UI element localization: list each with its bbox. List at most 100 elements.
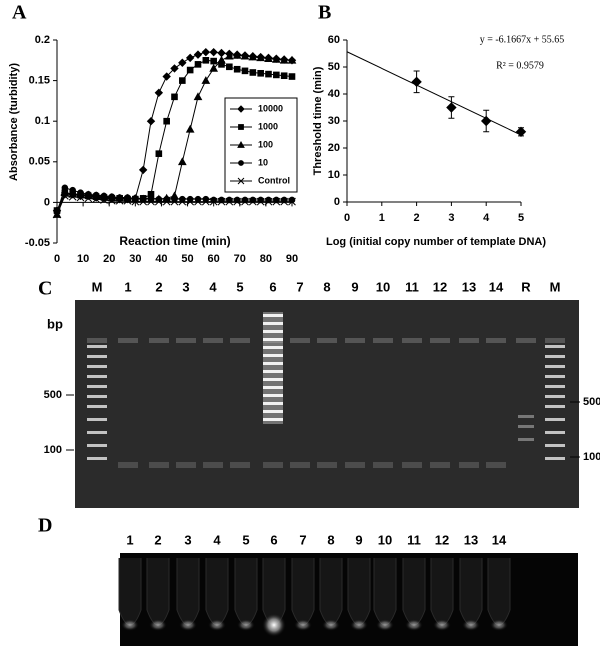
r-squared: R² = 0.9579: [496, 60, 544, 71]
well: [545, 338, 565, 343]
product-band: [263, 394, 283, 397]
primer-dimer: [290, 462, 310, 468]
size-marker: 500: [583, 396, 600, 408]
lane-label: 10: [376, 279, 390, 294]
point: [256, 53, 266, 62]
y-axis-title: Threshold time (min): [312, 66, 324, 175]
ladder-band: [87, 385, 107, 388]
point: [201, 47, 211, 57]
product-band: [263, 354, 283, 357]
product-band: [263, 418, 283, 421]
point: [256, 197, 265, 206]
point: [186, 66, 194, 74]
point: [155, 150, 163, 157]
point: [138, 165, 148, 175]
primer-dimer: [203, 462, 223, 468]
lane-label: 13: [462, 279, 476, 294]
point: [178, 58, 187, 67]
point: [224, 51, 234, 60]
tube: [459, 558, 483, 626]
x-tick-label: 4: [483, 212, 490, 224]
tube-glow: [121, 619, 139, 631]
lane-label: 8: [327, 532, 334, 547]
well: [203, 338, 223, 343]
point: [194, 61, 202, 68]
tube-glow: [490, 619, 508, 631]
tube-glow: [179, 619, 197, 631]
legend-label: Control: [258, 175, 290, 185]
tube: [146, 558, 170, 626]
ladder-band: [545, 457, 565, 460]
point: [92, 191, 100, 199]
x-tick-label: 80: [260, 253, 272, 265]
primer-dimer: [430, 462, 450, 468]
size-marker: 500: [44, 389, 62, 401]
point: [288, 73, 296, 80]
tube: [234, 558, 258, 626]
well: [486, 338, 506, 343]
point: [257, 69, 264, 77]
lane-label: 3: [184, 532, 191, 547]
ladder-band: [545, 431, 565, 434]
y-tick-label: 0: [334, 196, 340, 208]
panel-label: B: [318, 2, 331, 24]
ladder-band: [545, 444, 565, 447]
tube-glow: [262, 613, 286, 637]
ladder-band: [545, 405, 565, 408]
point: [84, 194, 93, 203]
lane-label: 2: [155, 279, 162, 294]
well: [118, 338, 138, 343]
point: [515, 126, 527, 138]
lane-label: 7: [296, 279, 303, 294]
point: [85, 190, 92, 198]
tube: [176, 558, 200, 626]
legend-marker: [237, 140, 245, 148]
legend-label: 10000: [258, 103, 283, 113]
product-band: [263, 370, 283, 373]
tube: [205, 558, 229, 626]
x-tick-label: 90: [286, 253, 298, 265]
point: [241, 67, 249, 75]
lane-label: R: [521, 279, 531, 294]
point: [179, 77, 186, 84]
product-band: [263, 362, 283, 365]
tube: [487, 558, 511, 626]
point: [446, 102, 457, 113]
tube-glow: [350, 619, 368, 631]
product-band: [263, 330, 283, 333]
primer-dimer: [317, 462, 337, 468]
point: [170, 197, 179, 206]
y-tick-label: 0.15: [29, 75, 50, 87]
legend-marker: [237, 177, 245, 185]
y-tick-label: 20: [328, 142, 340, 154]
point: [163, 117, 170, 125]
y-tick-label: 60: [328, 34, 340, 46]
point: [146, 116, 156, 126]
primer-dimer: [486, 462, 506, 468]
point: [100, 192, 108, 200]
x-axis-title: Reaction time (min): [119, 234, 230, 248]
lane-label: 11: [405, 279, 419, 294]
primer-dimer: [118, 462, 138, 468]
panel-label: C: [38, 278, 52, 300]
well: [290, 338, 310, 343]
point: [411, 76, 422, 88]
y-tick-label: 0.05: [29, 156, 50, 168]
point: [201, 197, 210, 206]
point: [193, 92, 203, 101]
tube-glow: [462, 619, 480, 631]
lane-label: 10: [378, 532, 392, 547]
lane-label: 6: [269, 279, 276, 294]
lane-label: 1: [124, 279, 131, 294]
point: [69, 186, 76, 194]
x-tick-label: 0: [54, 253, 60, 265]
point: [131, 197, 140, 206]
legend-label: 10: [258, 157, 268, 167]
tube-glow: [376, 619, 394, 631]
point: [177, 157, 187, 166]
product-band: [263, 346, 283, 349]
point: [154, 88, 164, 97]
tube-glow: [208, 619, 226, 631]
well: [317, 338, 337, 343]
product-band: [263, 338, 283, 341]
